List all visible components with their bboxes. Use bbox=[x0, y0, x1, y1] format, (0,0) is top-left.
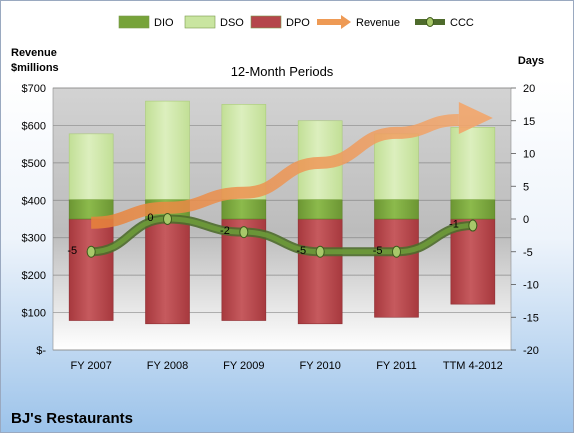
right-tick-label: -20 bbox=[523, 345, 539, 357]
series-line-revenue bbox=[91, 113, 460, 229]
left-tick-label: $- bbox=[36, 345, 46, 357]
bar-dpo bbox=[374, 218, 419, 318]
x-tick-label: FY 2007 bbox=[70, 360, 111, 372]
ccc-point bbox=[392, 245, 401, 258]
ccc-data-label: -5 bbox=[296, 245, 306, 257]
ccc-point bbox=[315, 245, 325, 258]
company-name: BJ's Restaurants bbox=[11, 410, 133, 427]
left-tick-label: $500 bbox=[22, 158, 46, 170]
legend-label: DPO bbox=[286, 17, 310, 29]
bar-dso bbox=[145, 100, 190, 200]
series-line-ccc-highlight bbox=[88, 216, 476, 255]
right-tick-label: 15 bbox=[523, 116, 535, 128]
ccc-data-label: -2 bbox=[220, 225, 230, 237]
x-tick-label: FY 2011 bbox=[376, 360, 417, 372]
x-tick-label: FY 2008 bbox=[147, 360, 188, 372]
left-tick-label: $300 bbox=[22, 233, 46, 245]
legend-arrowhead-revenue bbox=[341, 15, 351, 29]
right-tick-label: -5 bbox=[523, 247, 533, 259]
ccc-data-label: -5 bbox=[373, 245, 383, 257]
left-tick-label: $700 bbox=[22, 83, 46, 95]
x-tick-label: FY 2010 bbox=[299, 360, 340, 372]
y-axis-title-left-line2: $millions bbox=[11, 62, 59, 74]
ccc-point bbox=[239, 226, 249, 239]
y-axis-title-left: Revenue bbox=[11, 47, 57, 59]
legend-swatch-dio bbox=[118, 15, 150, 29]
bar-dso bbox=[221, 104, 267, 200]
bar-dpo bbox=[68, 218, 114, 321]
bar-dpo bbox=[297, 218, 343, 325]
left-tick-label: $600 bbox=[22, 120, 46, 132]
right-tick-label: 10 bbox=[523, 149, 535, 161]
right-tick-label: -15 bbox=[523, 312, 539, 324]
bar-dio bbox=[221, 199, 267, 220]
legend-label: DSO bbox=[220, 17, 244, 29]
chart-title: 12-Month Periods bbox=[231, 64, 334, 79]
bar-dio bbox=[297, 199, 343, 220]
bar-dpo bbox=[145, 218, 190, 325]
bar-dio bbox=[450, 199, 496, 220]
ccc-data-label: 0 bbox=[147, 212, 153, 224]
ccc-point bbox=[86, 245, 96, 258]
x-tick-label: TTM 4-2012 bbox=[443, 360, 503, 372]
legend-swatch-dpo bbox=[250, 15, 282, 29]
ccc-point bbox=[163, 213, 172, 225]
bar-dio bbox=[374, 199, 419, 220]
bar-dso bbox=[450, 127, 496, 200]
ccc-data-label: -1 bbox=[449, 219, 459, 231]
x-tick-label: FY 2009 bbox=[223, 360, 264, 372]
right-tick-label: -10 bbox=[523, 280, 539, 292]
left-tick-label: $200 bbox=[22, 270, 46, 282]
left-tick-label: $400 bbox=[22, 195, 46, 207]
right-tick-label: 0 bbox=[523, 214, 529, 226]
legend-label: Revenue bbox=[356, 17, 400, 29]
left-tick-label: $100 bbox=[22, 308, 46, 320]
ccc-data-label: -5 bbox=[67, 245, 77, 257]
ccc-point bbox=[468, 219, 478, 232]
right-tick-label: 20 bbox=[523, 83, 535, 95]
bar-dpo bbox=[450, 218, 496, 305]
bar-dso bbox=[374, 133, 419, 200]
legend-swatch-dso bbox=[184, 15, 216, 29]
bar-dso bbox=[68, 133, 114, 200]
revenue-arrowhead bbox=[458, 101, 493, 134]
legend-label: CCC bbox=[450, 17, 474, 29]
legend-label: DIO bbox=[154, 17, 174, 29]
legend-marker-ccc bbox=[426, 17, 434, 27]
right-tick-label: 5 bbox=[523, 181, 529, 193]
y-axis-title-right: Days bbox=[518, 55, 544, 67]
